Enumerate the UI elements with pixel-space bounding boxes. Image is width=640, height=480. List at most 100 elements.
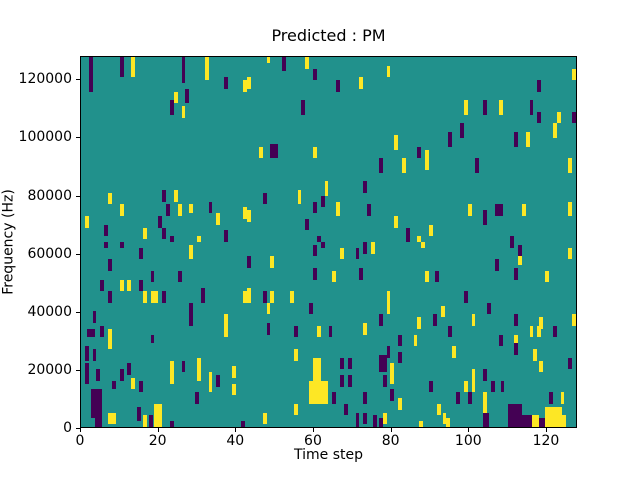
x-axis-tick-labels: 0 20 40 60 80 100 120 (76, 433, 577, 449)
heatmap-cell (367, 204, 372, 216)
heatmap-cell (173, 189, 178, 202)
heatmap-cell (189, 244, 194, 260)
x-tick-mark (545, 428, 547, 432)
heatmap-cell (386, 65, 391, 78)
heatmap-cell (436, 403, 441, 416)
heatmap-cell (108, 259, 112, 271)
x-tick-label: 60 (304, 433, 322, 449)
heatmap-cell (216, 374, 221, 387)
x-tick-label: 120 (532, 433, 560, 449)
heatmap-cell (347, 357, 352, 370)
heatmap-cell (363, 322, 368, 335)
heatmap-cell (243, 80, 248, 92)
heatmap-cell (208, 372, 213, 393)
heatmap-cell (394, 135, 399, 150)
heatmap-cell (355, 247, 360, 260)
y-tick-label: 60000 (27, 245, 72, 262)
heatmap-cell (309, 380, 329, 404)
heatmap-cell (483, 369, 488, 381)
heatmap-cell (568, 357, 573, 370)
heatmap-cell (429, 224, 433, 237)
heatmap-cell (529, 100, 534, 115)
heatmap-cell (521, 415, 532, 427)
heatmap-cell (189, 204, 194, 214)
x-tick-label: 20 (148, 433, 167, 449)
heatmap-cell (463, 291, 468, 303)
heatmap-cell (533, 348, 538, 361)
heatmap-cell (108, 328, 112, 349)
heatmap-cell (100, 279, 105, 292)
heatmap-cell (562, 415, 567, 427)
heatmap-cell (390, 389, 395, 401)
heatmap-cell (169, 360, 174, 384)
heatmap-cell (305, 57, 310, 69)
heatmap-cell (119, 279, 124, 292)
x-tick-mark (390, 428, 392, 432)
heatmap-cell (108, 192, 112, 205)
y-tick-label: 100000 (18, 129, 72, 146)
heatmap-cell (154, 403, 163, 427)
heatmap-cell (459, 123, 464, 138)
heatmap-cell (425, 149, 430, 170)
heatmap-cell (467, 392, 472, 404)
heatmap-cell (189, 314, 194, 326)
y-tick-mark (76, 428, 80, 429)
heatmap-cell (347, 374, 352, 387)
heatmap-cell (498, 100, 503, 115)
y-tick-label: 120000 (18, 71, 72, 88)
heatmap-cell (181, 57, 186, 84)
heatmap-cell (169, 236, 174, 242)
heatmap-cell (355, 412, 360, 427)
heatmap-cell (471, 314, 476, 326)
heatmap-cell (398, 351, 402, 364)
heatmap-cell (363, 181, 368, 193)
heatmap-cell (84, 348, 89, 361)
heatmap-cell (282, 57, 286, 72)
x-tick-label: 40 (226, 433, 245, 449)
heatmap-cell (417, 146, 422, 159)
heatmap-cell (417, 317, 422, 329)
heatmap-cell (94, 418, 103, 427)
heatmap-cell (483, 210, 488, 225)
heatmap-cell (293, 403, 298, 416)
heatmap-cell (266, 57, 271, 63)
heatmap-cell (332, 270, 337, 283)
heatmap-cell (336, 80, 341, 92)
heatmap-cell (514, 314, 518, 326)
heatmap-cell (200, 288, 205, 303)
heatmap-cell (390, 363, 395, 378)
heatmap-cell (241, 421, 246, 427)
heatmap-cell (195, 392, 199, 404)
heatmap-cell (86, 328, 95, 338)
heatmap-cell (137, 406, 141, 422)
heatmap-cell (247, 77, 252, 89)
heatmap-cell (529, 325, 534, 338)
x-tick-label: 0 (75, 433, 85, 449)
heatmap-cell (398, 398, 402, 410)
heatmap-cell (224, 77, 228, 89)
heatmap-cell (340, 374, 344, 387)
heatmap-cell (452, 346, 457, 358)
heatmap-cell (386, 291, 391, 315)
heatmap-cell (517, 256, 522, 266)
heatmap-cell (390, 372, 395, 384)
heatmap-cell (316, 236, 321, 242)
x-tick-mark (468, 428, 470, 432)
heatmap-cell (313, 146, 317, 159)
heatmap-cell (494, 259, 499, 271)
heatmap-cell (471, 369, 476, 393)
heatmap-cell (378, 354, 387, 373)
heatmap-cell (266, 302, 271, 315)
y-tick-label: 80000 (27, 187, 72, 204)
heatmap-cell (262, 192, 267, 205)
heatmap-cell (531, 415, 540, 427)
heatmap-cell (500, 380, 505, 393)
heatmap-cell (262, 412, 267, 425)
heatmap-cell (446, 418, 451, 427)
heatmap-cell (514, 132, 518, 147)
y-tick-mark (76, 311, 80, 313)
heatmap-cell (108, 412, 116, 425)
y-tick-mark (76, 369, 80, 371)
heatmap-cell (224, 230, 228, 242)
heatmap-cell (359, 77, 364, 89)
